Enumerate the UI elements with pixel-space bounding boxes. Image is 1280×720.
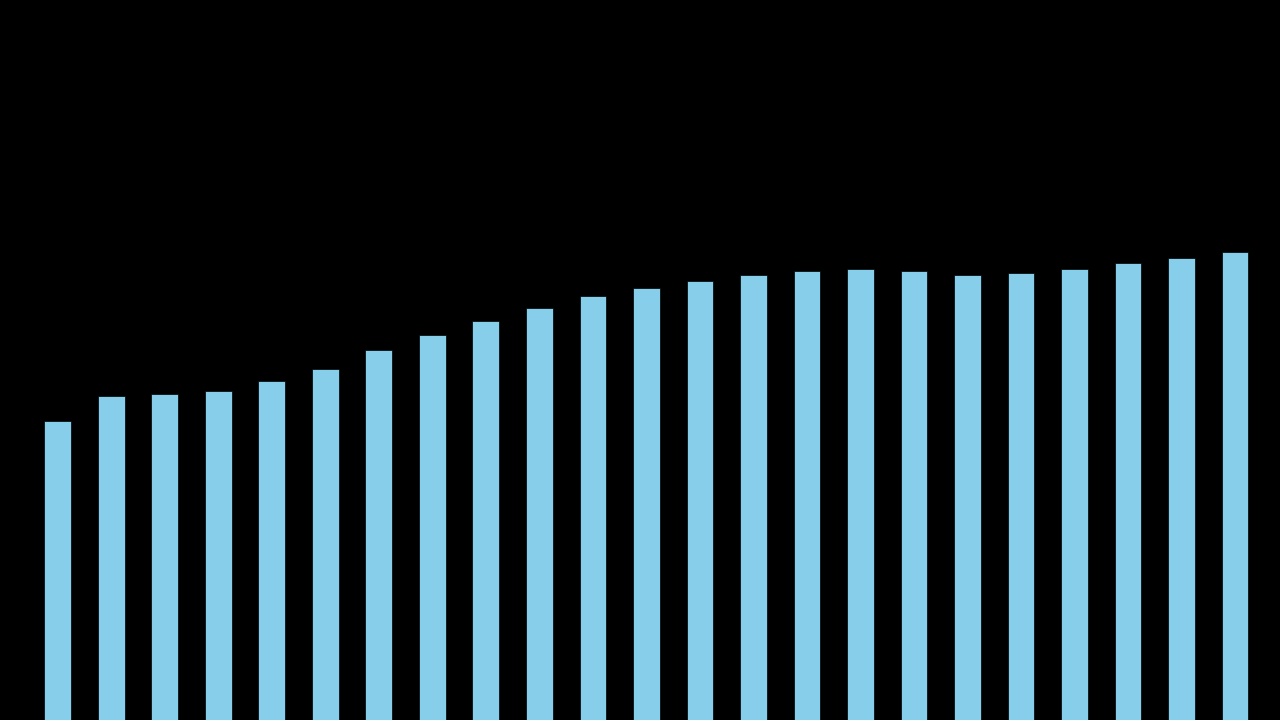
Bar xyxy=(1061,269,1088,720)
Bar xyxy=(1169,258,1196,720)
Bar xyxy=(472,321,499,720)
Bar xyxy=(1115,264,1142,720)
Bar xyxy=(794,271,820,720)
Bar xyxy=(419,335,445,720)
Bar xyxy=(526,307,553,720)
Bar xyxy=(205,390,232,720)
Bar xyxy=(901,271,928,720)
Bar xyxy=(312,369,339,720)
Bar xyxy=(634,289,659,720)
Bar xyxy=(365,350,392,720)
Bar xyxy=(580,296,607,720)
Bar xyxy=(97,396,124,720)
Bar xyxy=(847,269,874,720)
Bar xyxy=(1221,252,1248,720)
Bar xyxy=(151,395,178,720)
Bar xyxy=(1007,273,1034,720)
Bar xyxy=(686,281,713,720)
Bar xyxy=(954,275,980,720)
Bar xyxy=(45,421,72,720)
Bar xyxy=(259,381,285,720)
Bar xyxy=(740,275,767,720)
